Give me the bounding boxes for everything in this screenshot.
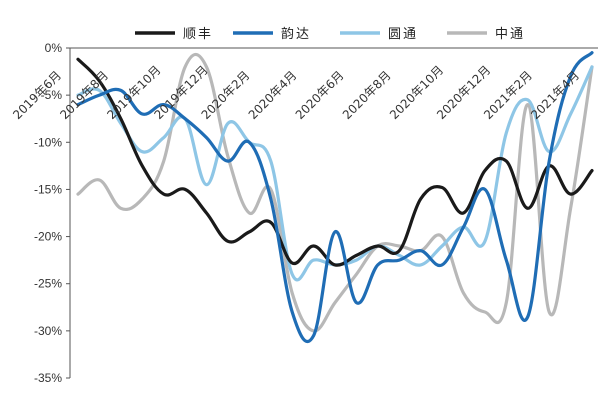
y-tick-label: 0% [45,41,63,55]
y-axis: 0% -5% -10% -15% -20% -25% -30% -35% [34,41,71,385]
y-tick-label: -5% [41,88,63,102]
series-line-1 [76,57,594,267]
legend-label-4: 中通 [495,27,525,42]
y-tick-label: -25% [34,277,62,291]
series-line-4 [76,52,594,333]
x-tick-label: 2020年4月 [246,68,300,122]
x-tick-label: 2020年6月 [293,68,347,122]
series-line-3 [76,65,594,282]
legend-label-3: 圆通 [388,27,418,42]
y-tick-label: -10% [34,135,62,149]
y-tick-label: -20% [34,230,62,244]
legend-label-1: 顺丰 [183,27,213,42]
legend-label-2: 韵达 [281,27,311,42]
y-tick-label: -30% [34,324,62,338]
series-lines [76,51,594,344]
x-tick-label: 2020年8月 [340,68,394,122]
series-line-2 [76,51,594,344]
x-axis: 2019年6月2019年8月2019年10月2019年12月2020年2月202… [10,47,598,122]
y-tick-label: -35% [34,371,62,385]
legend: 顺丰 韵达 圆通 中通 [135,27,525,42]
y-tick-label: -15% [34,182,62,196]
x-tick-label: 2021年4月 [528,68,582,122]
